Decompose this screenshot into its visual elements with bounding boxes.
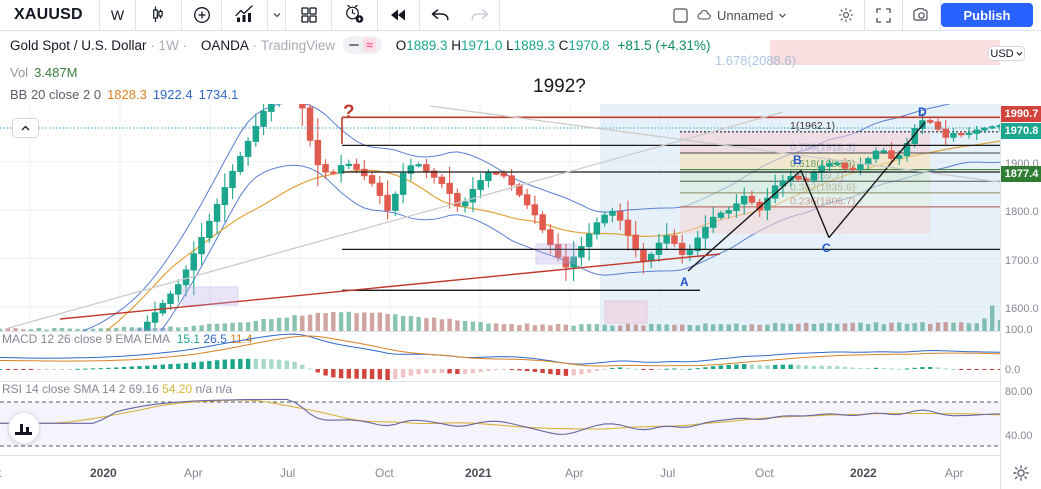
svg-text:0.382(1835.6): 0.382(1835.6) [790,182,855,194]
svg-text:D: D [918,105,927,119]
svg-text:A: A [680,275,689,289]
svg-text:1(1962.1): 1(1962.1) [790,120,835,132]
svg-text:0.786(1918.3): 0.786(1918.3) [790,142,855,154]
svg-text:?: ? [343,104,355,123]
svg-text:0.236(1806.7): 0.236(1806.7) [790,195,855,207]
svg-text:C: C [822,241,831,255]
